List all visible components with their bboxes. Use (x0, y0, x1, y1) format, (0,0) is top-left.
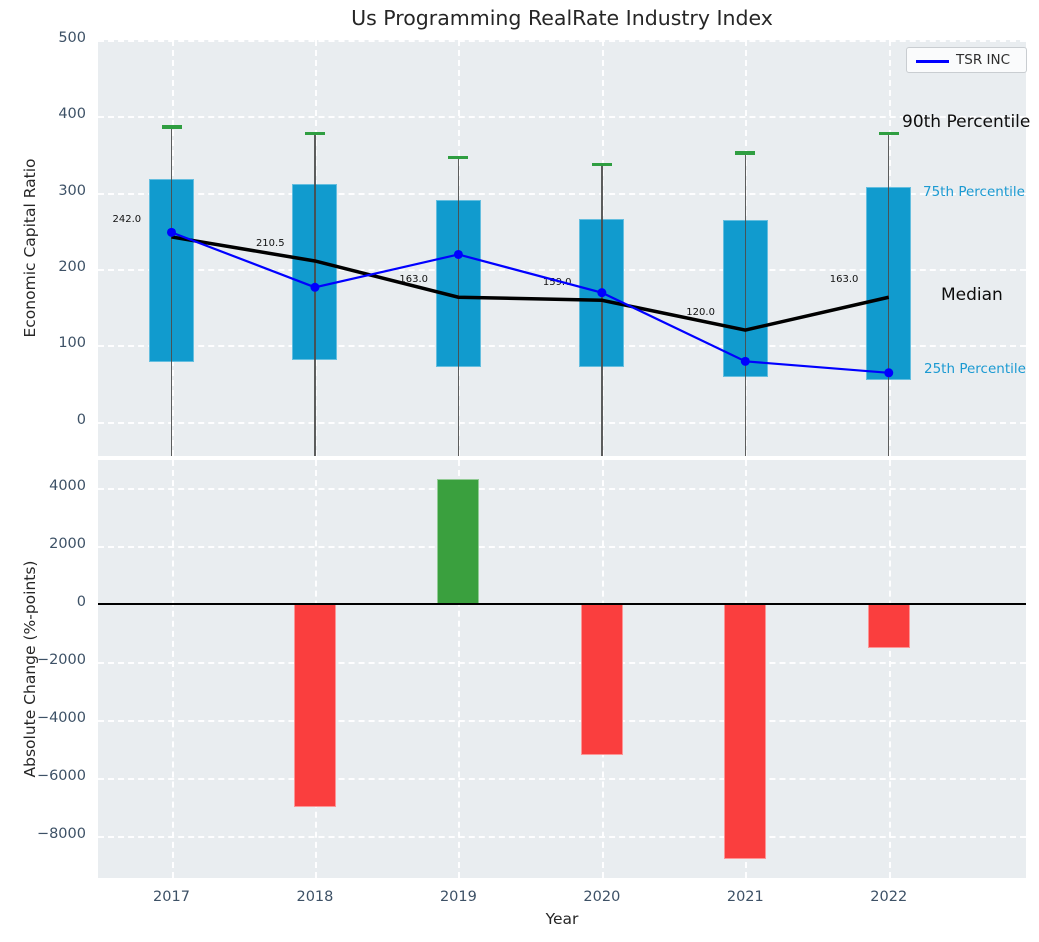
legend: TSR INC (906, 47, 1027, 73)
whisker-line (170, 127, 173, 456)
90th-percentile-cap (304, 132, 325, 136)
top-y-gridline (98, 421, 1026, 424)
top-y-gridline (98, 268, 1026, 271)
change-bar-negative (724, 604, 767, 860)
x-tick-label: 2020 (583, 889, 621, 905)
x-tick-label: 2021 (726, 889, 764, 905)
median-value-label: 120.0 (686, 307, 715, 319)
x-axis-label: Year (545, 910, 579, 928)
median-value-label: 159.0 (542, 277, 572, 289)
whisker-line (888, 133, 890, 456)
bottom-y-tick-label: −6000 (36, 767, 86, 784)
whisker-line (744, 152, 746, 456)
change-bar-negative (867, 604, 910, 648)
top-y-gridline (98, 116, 1026, 119)
company-point-marker (884, 368, 894, 378)
bottom-y-axis-label: Absolute Change (%-points) (21, 560, 39, 778)
company-point-marker (310, 282, 320, 292)
change-bar-positive (437, 479, 480, 605)
top-y-gridline (98, 40, 1026, 42)
top-y-gridline (98, 345, 1026, 348)
median-value-label: 163.0 (829, 274, 859, 286)
bottom-y-tick-label: −8000 (36, 825, 86, 842)
bottom-y-tick-label: −4000 (36, 710, 86, 727)
median-connector-line (171, 235, 890, 332)
bottom-y-gridline (98, 835, 1026, 838)
chart-title: Us Programming RealRate Industry Index (351, 6, 773, 30)
x-tick-label: 2018 (296, 889, 334, 905)
x-tick-label: 2019 (439, 889, 477, 905)
bottom-y-tick-label: 0 (76, 594, 86, 611)
median-value-label: 163.0 (399, 274, 429, 286)
top-y-tick-label: 200 (58, 258, 86, 275)
company-point-marker (740, 356, 750, 366)
90th-percentile-cap (735, 151, 756, 155)
bottom-y-tick-label: 2000 (49, 536, 86, 553)
90th-percentile-cap (591, 162, 612, 166)
change-bar-negative (293, 604, 336, 807)
top-y-tick-label: 300 (58, 182, 86, 199)
company-line-overlay (167, 227, 894, 378)
bottom-y-gridline (98, 720, 1026, 723)
company-point-marker (167, 227, 176, 237)
bottom-y-gridline (98, 546, 1026, 549)
top-y-tick-label: 400 (58, 106, 86, 123)
company-point-marker (597, 288, 607, 298)
company-polyline (171, 231, 889, 374)
company-point-marker (453, 249, 463, 259)
bottom-y-gridline (98, 488, 1026, 491)
90th-percentile-cap (161, 125, 182, 129)
top-y-tick-label: 100 (58, 335, 86, 352)
x-tick-label: 2022 (870, 889, 908, 905)
bottom-y-gridline (98, 777, 1026, 780)
whisker-line (601, 164, 603, 456)
annotation-25th-percentile: 25th Percentile (924, 361, 1026, 377)
annotation-75th-percentile: 75th Percentile (923, 184, 1025, 200)
top-y-gridline (98, 192, 1026, 195)
bottom-x-gridline (458, 460, 461, 878)
top-y-tick-label: 0 (76, 411, 86, 428)
bottom-y-tick-label: −2000 (36, 652, 86, 669)
top-axes: 242.0 210.5 163.0 159.0 120.0 163.0 (98, 40, 1026, 456)
90th-percentile-cap (448, 155, 469, 160)
x-tick-label: 2017 (153, 889, 190, 905)
whisker-line (314, 133, 316, 456)
top-y-tick-label: 500 (58, 30, 86, 46)
bottom-axes (98, 460, 1026, 878)
90th-percentile-cap (878, 131, 899, 135)
annotation-median: Median (941, 285, 1003, 305)
change-bar-negative (580, 604, 623, 755)
median-polyline (171, 235, 890, 332)
bottom-x-gridline (888, 460, 891, 878)
zero-baseline (98, 603, 1026, 605)
annotation-90th-percentile: 90th Percentile (902, 112, 1031, 132)
median-value-label: 210.5 (255, 237, 285, 249)
legend-line-icon (916, 60, 949, 63)
bottom-y-gridline (98, 662, 1026, 665)
legend-label: TSR INC (956, 52, 1010, 68)
whisker-line (457, 157, 460, 456)
bottom-y-tick-label: 4000 (49, 478, 86, 495)
median-value-label: 242.0 (112, 213, 142, 225)
bottom-x-gridline (171, 460, 174, 878)
